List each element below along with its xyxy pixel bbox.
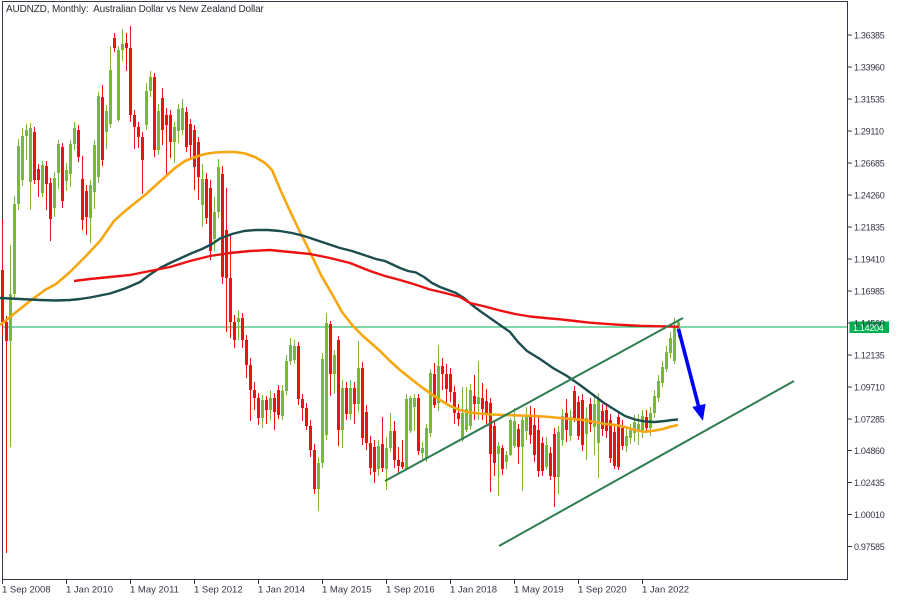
svg-text:1.12135: 1.12135 (854, 350, 885, 360)
svg-text:1.24260: 1.24260 (854, 190, 885, 200)
svg-text:AUDNZD, Monthly: Australian D: AUDNZD, Monthly: Australian Dollar vs Ne… (6, 4, 264, 15)
svg-text:1.09710: 1.09710 (854, 382, 885, 392)
svg-text:0.97585: 0.97585 (854, 542, 885, 552)
svg-text:1.36385: 1.36385 (854, 31, 885, 41)
svg-text:1.21835: 1.21835 (854, 222, 885, 232)
svg-text:1 Jan 2018: 1 Jan 2018 (450, 584, 497, 595)
svg-text:1 Jan 2022: 1 Jan 2022 (642, 584, 689, 595)
svg-text:1 Sep 2020: 1 Sep 2020 (578, 584, 627, 595)
svg-text:1 Sep 2008: 1 Sep 2008 (2, 584, 51, 595)
svg-text:1 Jan 2014: 1 Jan 2014 (258, 584, 305, 595)
svg-text:1.07285: 1.07285 (854, 414, 885, 424)
svg-text:1.31535: 1.31535 (854, 95, 885, 105)
svg-text:1.16985: 1.16985 (854, 286, 885, 296)
svg-text:1 May 2015: 1 May 2015 (322, 584, 372, 595)
svg-text:1 Sep 2016: 1 Sep 2016 (386, 584, 435, 595)
svg-text:1 Jan 2010: 1 Jan 2010 (66, 584, 113, 595)
svg-text:1.14560: 1.14560 (854, 318, 885, 328)
svg-text:1.19410: 1.19410 (854, 254, 885, 264)
svg-text:1 Sep 2012: 1 Sep 2012 (194, 584, 243, 595)
svg-text:1.00010: 1.00010 (854, 510, 885, 520)
svg-text:1 May 2019: 1 May 2019 (514, 584, 564, 595)
svg-text:1.33960: 1.33960 (854, 63, 885, 73)
svg-text:1 May 2011: 1 May 2011 (130, 584, 179, 595)
svg-text:1.14204: 1.14204 (853, 323, 884, 333)
svg-text:1.29110: 1.29110 (854, 126, 884, 136)
svg-text:1.02435: 1.02435 (854, 478, 885, 488)
svg-text:1.04860: 1.04860 (854, 446, 885, 456)
svg-text:1.26685: 1.26685 (854, 158, 885, 168)
